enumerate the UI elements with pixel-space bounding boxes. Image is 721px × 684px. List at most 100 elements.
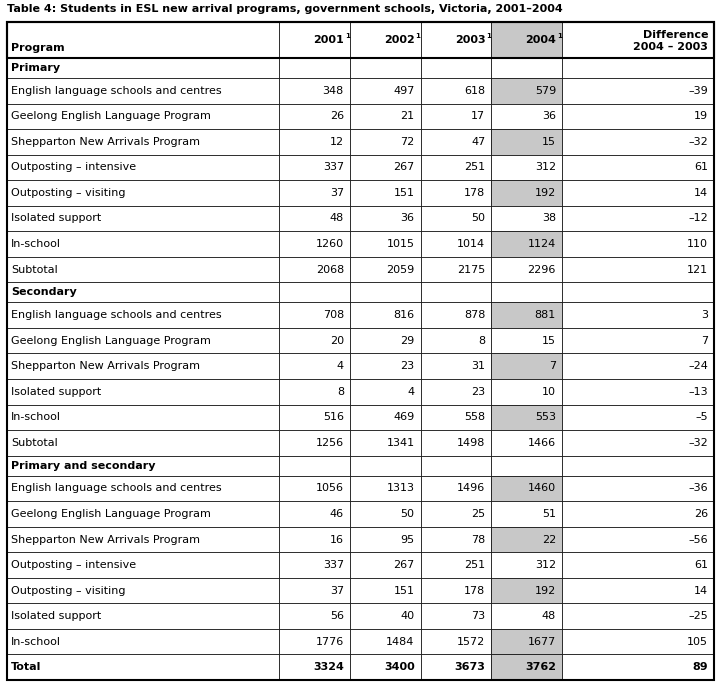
Text: 1313: 1313 bbox=[386, 484, 415, 493]
Bar bbox=[350, 475, 420, 501]
Bar bbox=[491, 256, 562, 282]
Bar bbox=[491, 155, 562, 180]
Text: 1015: 1015 bbox=[386, 239, 415, 249]
Bar bbox=[420, 155, 491, 180]
Text: 151: 151 bbox=[394, 586, 415, 596]
Text: 2004 – 2003: 2004 – 2003 bbox=[633, 42, 708, 52]
Text: Outposting – intensive: Outposting – intensive bbox=[11, 162, 136, 172]
Bar bbox=[279, 379, 350, 404]
Bar bbox=[420, 629, 491, 655]
Bar bbox=[491, 603, 562, 629]
Bar bbox=[279, 430, 350, 456]
Text: 267: 267 bbox=[394, 560, 415, 570]
Text: 50: 50 bbox=[401, 509, 415, 519]
Bar bbox=[350, 155, 420, 180]
Bar bbox=[7, 578, 279, 603]
Text: 121: 121 bbox=[687, 265, 708, 274]
Text: 36: 36 bbox=[542, 111, 556, 121]
Text: 469: 469 bbox=[394, 412, 415, 422]
Bar bbox=[7, 231, 279, 256]
Text: 1: 1 bbox=[486, 33, 491, 39]
Bar bbox=[491, 302, 562, 328]
Text: 40: 40 bbox=[400, 611, 415, 621]
Text: 47: 47 bbox=[471, 137, 485, 147]
Text: 37: 37 bbox=[329, 586, 344, 596]
Text: 192: 192 bbox=[535, 586, 556, 596]
Bar bbox=[562, 501, 714, 527]
Text: 1496: 1496 bbox=[457, 484, 485, 493]
Text: Subtotal: Subtotal bbox=[11, 438, 58, 448]
Bar bbox=[562, 206, 714, 231]
Bar bbox=[420, 501, 491, 527]
Bar bbox=[491, 527, 562, 552]
Bar bbox=[562, 155, 714, 180]
Bar bbox=[279, 475, 350, 501]
Bar bbox=[350, 430, 420, 456]
Bar bbox=[562, 603, 714, 629]
Text: 1124: 1124 bbox=[528, 239, 556, 249]
Text: 20: 20 bbox=[329, 336, 344, 345]
Text: Subtotal: Subtotal bbox=[11, 265, 58, 274]
Text: 878: 878 bbox=[464, 310, 485, 320]
Text: 312: 312 bbox=[535, 560, 556, 570]
Text: 15: 15 bbox=[542, 336, 556, 345]
Text: 1256: 1256 bbox=[316, 438, 344, 448]
Bar bbox=[420, 180, 491, 206]
Text: 1: 1 bbox=[415, 33, 420, 39]
Bar bbox=[279, 655, 350, 680]
Text: 61: 61 bbox=[694, 162, 708, 172]
Text: 251: 251 bbox=[464, 162, 485, 172]
Bar bbox=[279, 206, 350, 231]
Text: Isolated support: Isolated support bbox=[11, 386, 101, 397]
Text: 8: 8 bbox=[478, 336, 485, 345]
Bar bbox=[350, 22, 420, 58]
Bar bbox=[420, 22, 491, 58]
Text: 151: 151 bbox=[394, 188, 415, 198]
Text: –32: –32 bbox=[689, 137, 708, 147]
Bar bbox=[7, 129, 279, 155]
Text: 78: 78 bbox=[471, 534, 485, 544]
Bar bbox=[350, 78, 420, 103]
Text: 558: 558 bbox=[464, 412, 485, 422]
Text: 14: 14 bbox=[694, 188, 708, 198]
Text: 267: 267 bbox=[394, 162, 415, 172]
Text: 178: 178 bbox=[464, 586, 485, 596]
Bar bbox=[562, 578, 714, 603]
Bar bbox=[7, 552, 279, 578]
Bar bbox=[350, 58, 420, 78]
Bar bbox=[7, 456, 279, 475]
Text: 1260: 1260 bbox=[316, 239, 344, 249]
Text: 31: 31 bbox=[472, 361, 485, 371]
Bar bbox=[7, 501, 279, 527]
Bar bbox=[420, 129, 491, 155]
Text: 1: 1 bbox=[557, 33, 562, 39]
Text: Outposting – visiting: Outposting – visiting bbox=[11, 188, 125, 198]
Text: Isolated support: Isolated support bbox=[11, 213, 101, 224]
Text: 1677: 1677 bbox=[528, 637, 556, 646]
Bar bbox=[562, 282, 714, 302]
Bar bbox=[279, 256, 350, 282]
Text: Outposting – visiting: Outposting – visiting bbox=[11, 586, 125, 596]
Bar bbox=[420, 655, 491, 680]
Bar bbox=[279, 78, 350, 103]
Bar bbox=[562, 475, 714, 501]
Bar bbox=[279, 155, 350, 180]
Bar bbox=[491, 78, 562, 103]
Bar bbox=[279, 58, 350, 78]
Text: In-school: In-school bbox=[11, 412, 61, 422]
Bar bbox=[491, 354, 562, 379]
Bar bbox=[562, 22, 714, 58]
Bar bbox=[350, 552, 420, 578]
Text: 2296: 2296 bbox=[528, 265, 556, 274]
Bar bbox=[491, 129, 562, 155]
Bar bbox=[491, 430, 562, 456]
Bar bbox=[562, 58, 714, 78]
Bar bbox=[279, 231, 350, 256]
Bar bbox=[491, 22, 562, 58]
Text: 4: 4 bbox=[337, 361, 344, 371]
Text: 10: 10 bbox=[542, 386, 556, 397]
Text: 708: 708 bbox=[322, 310, 344, 320]
Text: 15: 15 bbox=[542, 137, 556, 147]
Bar bbox=[7, 379, 279, 404]
Bar bbox=[420, 404, 491, 430]
